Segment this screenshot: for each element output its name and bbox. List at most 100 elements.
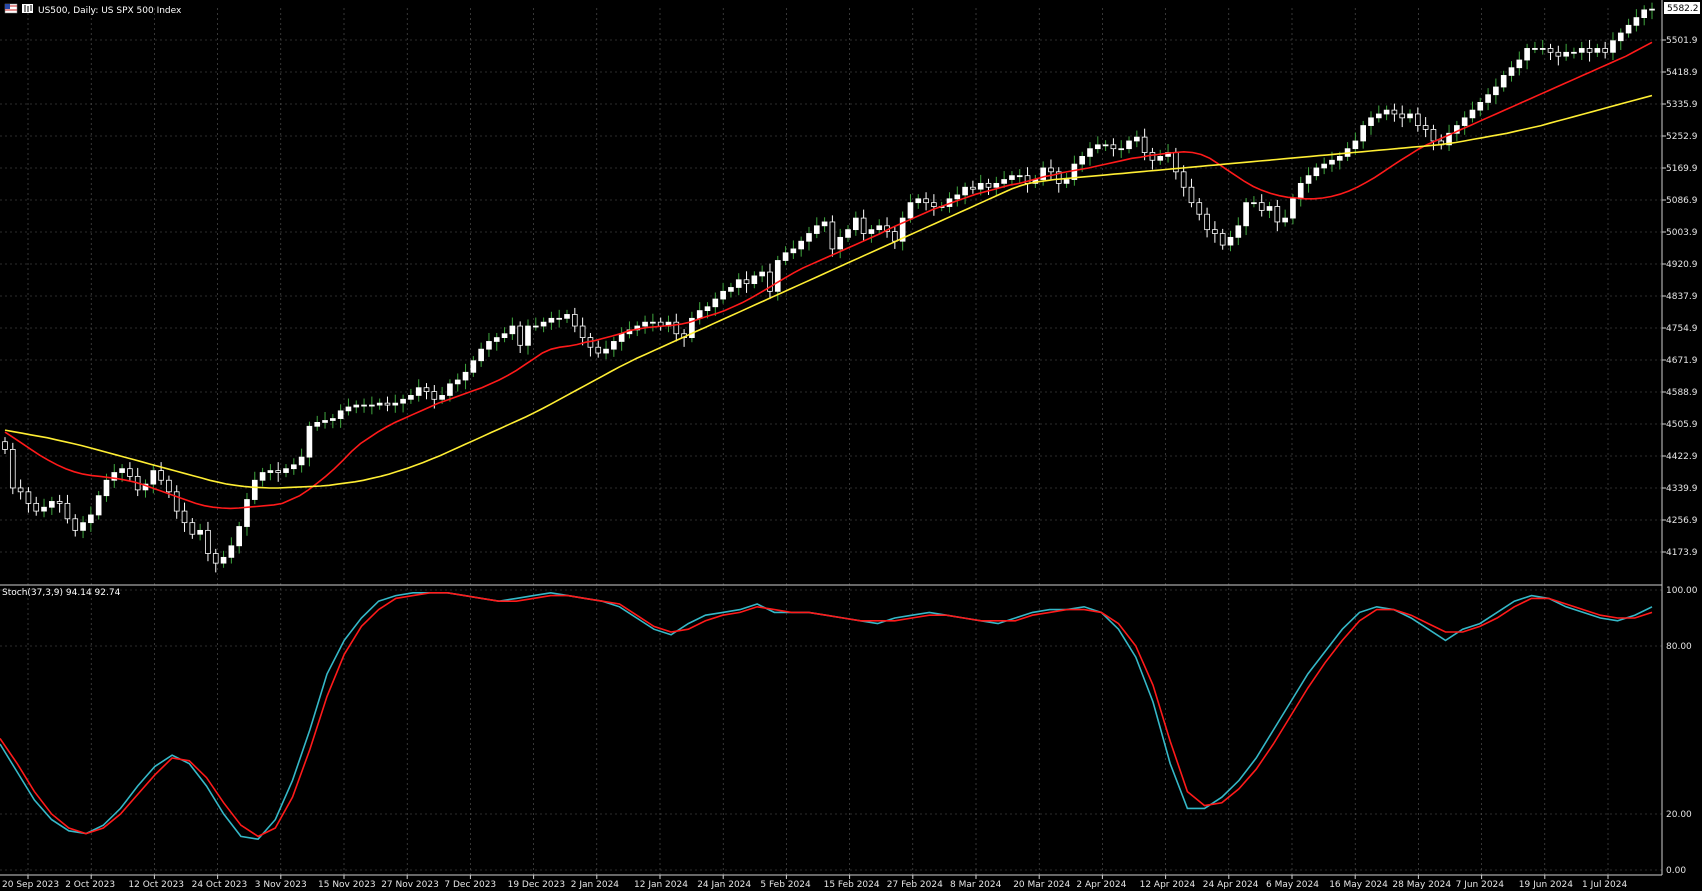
- candle: [1547, 43, 1554, 61]
- stoch-axis[interactable]: 100.00 80.00 20.00 0.00: [1666, 586, 1698, 876]
- candle-body: [1212, 229, 1218, 234]
- candle: [860, 209, 867, 242]
- candle: [95, 491, 102, 520]
- stoch-tick-label: 20.00: [1666, 810, 1692, 820]
- candle-body: [1001, 179, 1007, 184]
- candle: [1274, 199, 1281, 232]
- candle-body: [103, 479, 110, 497]
- candle-body: [431, 391, 438, 400]
- price-axis[interactable]: 5501.9 5418.9 5335.9 5252.9 5169.9 5086.9 5003…: [1662, 36, 1698, 558]
- candle: [650, 313, 656, 332]
- candle: [244, 492, 250, 536]
- candle: [1290, 194, 1296, 225]
- candle: [1235, 217, 1242, 246]
- price-tick-label: 5501.9: [1666, 36, 1698, 46]
- time-axis[interactable]: 20 Sep 2023 2 Oct 2023 12 Oct 2023 24 Oct 2…: [2, 875, 1627, 890]
- candle-body: [1258, 202, 1265, 211]
- price-tick-label: 5003.9: [1666, 228, 1698, 238]
- candle-body: [868, 229, 875, 234]
- candle: [111, 464, 118, 488]
- candle: [1524, 43, 1530, 70]
- time-tick-label: 5 Feb 2024: [760, 880, 811, 890]
- time-tick-label: 15 Nov 2023: [318, 880, 376, 890]
- candle-body: [1454, 125, 1460, 134]
- candle: [1227, 230, 1234, 252]
- stochastic-panel[interactable]: [0, 591, 1653, 841]
- candle-body: [1110, 144, 1117, 150]
- time-tick-label: 24 Apr 2024: [1203, 880, 1259, 890]
- candle: [540, 317, 547, 333]
- candle: [9, 442, 16, 495]
- candle-body: [767, 271, 773, 292]
- time-tick-label: 24 Oct 2023: [192, 880, 248, 890]
- time-tick-label: 7 Jun 2024: [1456, 880, 1505, 890]
- time-tick-label: 12 Jan 2024: [634, 880, 688, 890]
- candle: [689, 311, 695, 343]
- candle-body: [751, 275, 758, 285]
- time-tick-label: 15 Feb 2024: [824, 880, 880, 890]
- candle-body: [689, 317, 695, 339]
- candle-body: [41, 506, 47, 512]
- candle: [478, 342, 484, 367]
- candle-body: [88, 514, 94, 524]
- candle-body: [173, 491, 180, 512]
- candle-body: [1461, 117, 1468, 126]
- candle-body: [1571, 51, 1577, 54]
- candle: [1493, 78, 1499, 104]
- candle-body: [127, 468, 133, 477]
- price-panel[interactable]: [2, 2, 1655, 573]
- candle-body: [1524, 48, 1530, 61]
- candle-body: [1079, 155, 1086, 165]
- candle: [56, 494, 63, 513]
- candle-body: [642, 321, 648, 327]
- candle: [462, 363, 469, 390]
- candle-body: [1266, 206, 1273, 211]
- candle-body: [813, 225, 820, 234]
- candle-body: [1508, 67, 1515, 76]
- candle: [181, 502, 188, 532]
- candle-body: [150, 470, 157, 485]
- candle-body: [564, 314, 570, 319]
- candle: [376, 398, 383, 410]
- candle: [25, 487, 32, 513]
- candle: [306, 421, 313, 467]
- candle-body: [369, 404, 375, 407]
- candle-body: [290, 464, 297, 470]
- candle: [267, 464, 274, 481]
- candle-body: [1149, 152, 1156, 161]
- candle-body: [49, 501, 55, 508]
- candle-body: [1235, 225, 1242, 238]
- candle: [1461, 111, 1468, 135]
- candle-body: [1407, 113, 1413, 119]
- grid-lines: [0, 8, 1662, 875]
- time-tick-label: 19 Jun 2024: [1519, 880, 1573, 890]
- time-tick-label: 27 Nov 2023: [381, 880, 439, 890]
- candle: [1212, 221, 1218, 243]
- candle: [1422, 117, 1429, 138]
- candle: [1266, 201, 1273, 219]
- candle-body: [298, 456, 305, 466]
- candle-body: [1399, 113, 1406, 119]
- candle: [712, 292, 719, 317]
- candle-body: [181, 510, 188, 524]
- candle: [1180, 165, 1187, 197]
- candle: [907, 194, 914, 223]
- candle: [1477, 97, 1484, 117]
- candle: [1508, 61, 1515, 82]
- candle-body: [158, 470, 164, 481]
- candle: [525, 319, 531, 355]
- candle-body: [1196, 202, 1203, 215]
- candle: [384, 396, 391, 412]
- candle-body: [2, 441, 8, 450]
- stoch-tick-label: 0.00: [1666, 866, 1686, 876]
- chart-type-icon[interactable]: [22, 4, 33, 13]
- candle: [1633, 9, 1640, 32]
- candle-body: [1485, 94, 1491, 103]
- candle: [158, 462, 164, 485]
- candle: [1625, 18, 1632, 38]
- candle: [798, 236, 804, 257]
- candle: [899, 211, 906, 251]
- candle: [1532, 41, 1538, 54]
- candle-body: [493, 337, 500, 342]
